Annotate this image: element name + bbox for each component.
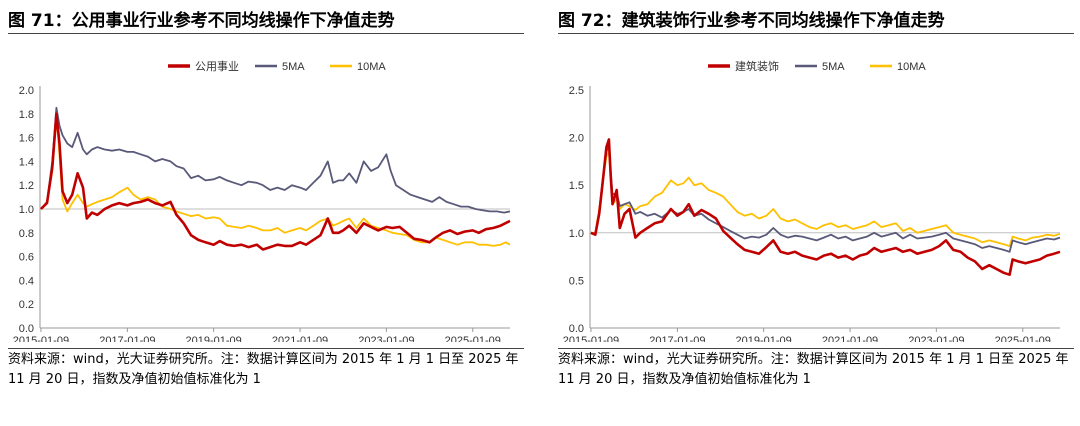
y-tick-label: 2.5 [569,85,584,97]
chart-title: 图 71：公用事业行业参考不同均线操作下净值走势 [8,11,395,31]
x-tick-label: 2025-01-09 [445,335,501,342]
legend-label: 5MA [282,61,305,73]
line-chart-construction: 建筑装饰 5MA 10MA 0.0 0.5 1.0 1.5 2.0 2.5 2015-01-09 2… [563,59,1061,342]
legend-label: 建筑装饰 [735,59,779,73]
x-tick-label: 2025-01-09 [995,335,1051,342]
line-chart-utilities: 公用事业 5MA 10MA 0.0 0.2 0.4 0.6 0.8 1.0 1.2 1.4 1.6 1.… [13,60,511,342]
x-tick-label: 2015-01-09 [563,335,619,342]
x-tick-label: 2019-01-09 [186,335,242,342]
y-tick-label: 0.0 [19,323,34,335]
y-tick-label: 0.8 [19,228,34,240]
title-divider [8,33,524,34]
series-line-10ma [590,151,1061,247]
y-tick-label: 2.0 [19,85,34,97]
series-line-10ma [40,115,511,247]
x-tick-label: 2017-01-09 [99,335,155,342]
y-tick-label: 1.8 [19,109,34,121]
x-tick-label: 2023-01-09 [358,335,414,342]
x-tick-label: 2019-01-09 [736,335,792,342]
source-divider [558,348,1074,349]
y-tick-label: 0.6 [19,252,34,264]
y-tick-label: 1.4 [19,156,34,168]
x-tick-label: 2023-01-09 [908,335,964,342]
x-tick-label: 2017-01-09 [649,335,705,342]
y-tick-label: 0.0 [569,323,584,335]
y-tick-label: 1.0 [569,228,584,240]
x-tick-label: 2015-01-09 [13,335,69,342]
source-note: 资料来源：wind，光大证券研究所。注：数据计算区间为 2015 年 1 月 1… [8,352,519,387]
x-tick-label: 2021-01-09 [822,335,878,342]
y-tick-label: 1.0 [19,204,34,216]
legend-label: 10MA [357,61,386,73]
chart-panel-construction: 图 72：建筑装饰行业参考不同均线操作下净值走势 建筑装饰 5MA 10MA 0.0 0… [558,0,1078,426]
y-tick-label: 1.2 [19,180,34,192]
x-tick-label: 2021-01-09 [272,335,328,342]
series-line-index [590,138,1061,276]
series-line-index [39,112,511,251]
y-tick-label: 1.6 [19,133,34,145]
source-divider [8,348,524,349]
series-line-5ma [40,106,511,214]
legend-label: 5MA [822,61,845,73]
chart-title: 图 72：建筑装饰行业参考不同均线操作下净值走势 [558,11,945,31]
title-divider [558,33,1074,34]
y-tick-label: 1.5 [569,180,584,192]
series-line-5ma [590,144,1061,253]
y-tick-label: 0.5 [569,275,584,287]
source-note: 资料来源：wind，光大证券研究所。注：数据计算区间为 2015 年 1 月 1… [558,352,1069,387]
chart-panel-utilities: 图 71：公用事业行业参考不同均线操作下净值走势 公用事业 5MA 10MA 0.0 0… [8,0,528,426]
legend-label: 公用事业 [195,60,239,73]
legend-label: 10MA [897,61,926,73]
y-tick-label: 0.4 [19,275,34,287]
y-tick-label: 0.2 [19,299,34,311]
y-tick-label: 2.0 [569,133,584,145]
